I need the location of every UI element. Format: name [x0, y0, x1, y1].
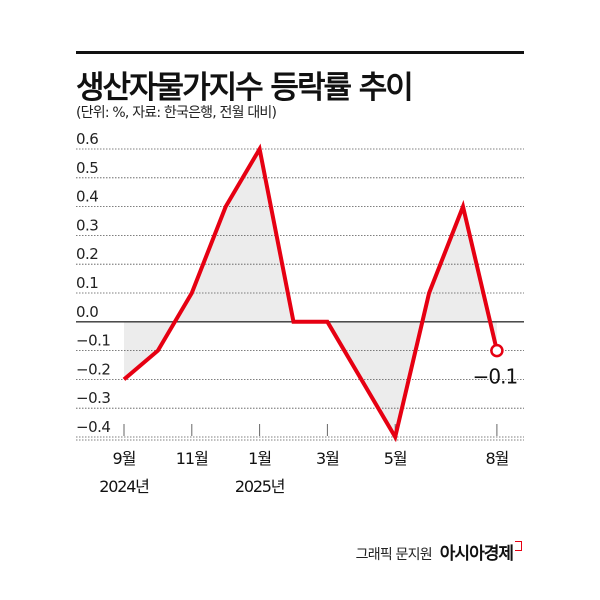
x-tick-label: 9월	[113, 449, 136, 468]
y-tick-label: 0.5	[76, 159, 98, 177]
x-year-label: 2025년	[235, 477, 285, 496]
y-tick-label: −0.2	[76, 360, 110, 378]
y-tick-label: 0.1	[76, 274, 98, 292]
brand-logo: 아시아경제	[439, 544, 514, 564]
chart-subtitle: (단위: %, 자료: 한국은행, 전월 대비)	[76, 105, 277, 121]
x-tick-label: 11월	[176, 449, 208, 468]
x-tick-label: 8월	[485, 449, 508, 468]
last-value-label: −0.1	[473, 365, 518, 389]
y-tick-label: 0.0	[76, 303, 98, 321]
x-year-label: 2024년	[99, 477, 149, 496]
area-fill	[124, 149, 497, 437]
y-tick-label: −0.4	[76, 418, 110, 436]
y-tick-label: 0.3	[76, 216, 98, 234]
y-tick-label: 0.4	[76, 188, 98, 206]
x-tick-label: 5월	[384, 449, 407, 468]
x-tick-label: 1월	[248, 449, 271, 468]
graphic-credit: 그래픽 문지원	[355, 547, 433, 563]
last-point-marker	[490, 343, 504, 358]
brand-mark-icon	[515, 541, 522, 551]
data-line	[122, 143, 499, 443]
x-tick-label: 3월	[316, 449, 339, 468]
chart-title: 생산자물가지수 등락률 추이	[76, 70, 414, 106]
y-tick-label: −0.1	[76, 332, 110, 350]
y-tick-label: 0.6	[76, 130, 98, 148]
y-tick-label: −0.3	[76, 389, 110, 407]
top-rule	[76, 51, 524, 54]
y-tick-label: 0.2	[76, 245, 98, 263]
footer: 그래픽 문지원 아시아경제	[356, 539, 522, 564]
